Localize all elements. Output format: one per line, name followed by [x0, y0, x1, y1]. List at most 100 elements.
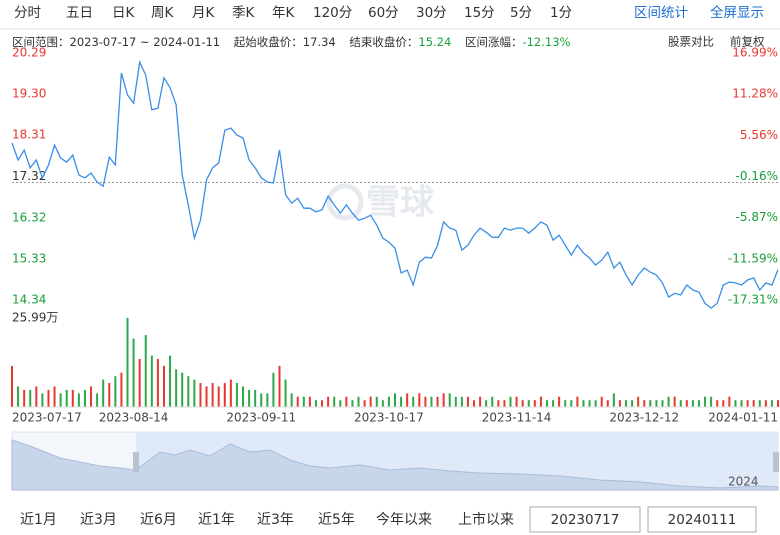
- volume-bar: [35, 386, 38, 407]
- range: 2023-07-17 ~ 2024-01-11: [70, 35, 221, 49]
- volume-bar: [631, 400, 634, 407]
- volume-bar: [11, 365, 13, 407]
- volume-bar: [539, 396, 542, 407]
- volume-bar: [545, 400, 548, 407]
- x-tick-label: 2023-08-14: [99, 411, 169, 425]
- volume-bar: [448, 393, 451, 407]
- volume-bar: [649, 400, 652, 407]
- navigator-handle[interactable]: [133, 452, 139, 472]
- x-tick-label: 2023-12-12: [609, 411, 679, 425]
- volume-bar: [661, 400, 664, 407]
- volume-bar: [406, 393, 409, 407]
- volume-bar: [424, 396, 427, 407]
- range-button[interactable]: 今年以来: [376, 512, 432, 528]
- volume-bar: [187, 376, 190, 407]
- adjust-link[interactable]: 前复权: [730, 35, 765, 49]
- y-tick-label: 15.33: [12, 251, 46, 265]
- volume-bar: [96, 393, 99, 407]
- volume-bar: [564, 400, 567, 407]
- start-date-input[interactable]: [529, 506, 641, 533]
- volume-bar: [746, 400, 749, 407]
- range-button[interactable]: 近1月: [20, 512, 57, 528]
- volume-bar: [777, 400, 779, 407]
- tab[interactable]: 年K: [272, 5, 295, 21]
- tab[interactable]: 周K: [151, 5, 174, 21]
- tab[interactable]: 60分: [368, 5, 399, 21]
- volume-bar: [387, 396, 390, 407]
- volume-bar: [333, 396, 336, 407]
- volume-bar: [485, 400, 488, 407]
- tab[interactable]: 120分: [313, 5, 352, 21]
- volume-bar: [65, 389, 68, 407]
- range-button[interactable]: 近6月: [140, 512, 177, 528]
- volume-bar: [278, 365, 281, 407]
- volume-bar: [71, 389, 74, 407]
- tab[interactable]: 五日: [66, 5, 93, 21]
- volume-bar: [770, 400, 773, 407]
- end-date: 20240111: [668, 512, 737, 528]
- tab-bar: 分时 五日 日K 周K 月K 季K 年K 120分 60分 30分 15分 5分 1分: [14, 5, 572, 21]
- volume-bar: [290, 393, 293, 407]
- fullscreen-link[interactable]: 全屏显示: [710, 4, 764, 21]
- volume-bar: [667, 396, 670, 407]
- start-label: 起始收盘价：: [234, 35, 303, 49]
- tab[interactable]: 30分: [416, 5, 447, 21]
- end-date-input[interactable]: [647, 506, 757, 533]
- range-button[interactable]: 近3年: [257, 512, 294, 528]
- tab[interactable]: 1分: [550, 5, 572, 21]
- range-button[interactable]: 近1年: [198, 512, 235, 528]
- range-label: 区间范围：: [12, 35, 70, 49]
- volume-bar: [223, 383, 226, 407]
- volume-bar: [527, 400, 530, 407]
- y-tick-label: 16.32: [12, 210, 46, 224]
- volume-bar: [685, 400, 688, 407]
- tab[interactable]: 月K: [192, 5, 215, 21]
- tab[interactable]: 15分: [464, 5, 495, 21]
- y-tick-label: 18.31: [12, 128, 46, 142]
- volume-bar: [242, 386, 245, 407]
- volume-bar: [254, 389, 257, 407]
- volume-bar: [394, 393, 396, 407]
- compare-link[interactable]: 股票对比: [668, 35, 714, 49]
- volume-bar: [625, 400, 628, 407]
- volume-bar: [491, 396, 494, 407]
- tab[interactable]: 季K: [232, 5, 255, 21]
- y2-tick-label: -5.87%: [736, 210, 778, 224]
- volume-bar: [734, 400, 737, 407]
- change: -12.13%: [522, 35, 570, 49]
- range-button[interactable]: 近3月: [80, 512, 117, 528]
- volume-bar: [126, 317, 129, 407]
- tab[interactable]: 日K: [112, 5, 135, 21]
- info-row: 区间范围：2023-07-17 ~ 2024-01-11 起始收盘价：17.34…: [12, 35, 571, 49]
- volume-bar: [460, 396, 463, 407]
- tab[interactable]: 5分: [510, 5, 532, 21]
- volume-bar: [83, 389, 86, 407]
- y2-tick-label: 5.56%: [740, 128, 778, 142]
- volume-bar: [576, 396, 579, 407]
- volume-bar: [205, 386, 208, 407]
- y-tick-label: 17.32: [12, 169, 46, 183]
- volume-bar: [697, 400, 700, 407]
- navigator-handle[interactable]: [773, 452, 779, 472]
- volume-bar: [199, 383, 202, 407]
- volume-bar: [363, 400, 366, 407]
- volume-bar: [752, 400, 755, 407]
- x-tick-label: 2023-10-17: [354, 411, 424, 425]
- volume-bar: [47, 389, 50, 407]
- volume-tick-label: 25.99万: [12, 311, 58, 325]
- volume-bar: [296, 396, 299, 407]
- volume-bar: [643, 400, 646, 407]
- volume-bar: [266, 393, 269, 407]
- volume-bar: [235, 383, 238, 407]
- volume-bar: [600, 396, 603, 407]
- volume-bar: [260, 393, 263, 407]
- y2-tick-label: -0.16%: [736, 169, 778, 183]
- volume-bar: [375, 396, 378, 407]
- tab[interactable]: 分时: [14, 5, 41, 21]
- range-stats-link[interactable]: 区间统计: [634, 5, 688, 21]
- range-button[interactable]: 近5年: [318, 512, 355, 528]
- volume-bar: [308, 396, 311, 407]
- range-button[interactable]: 上市以来: [458, 511, 514, 528]
- volume-bar: [272, 372, 275, 407]
